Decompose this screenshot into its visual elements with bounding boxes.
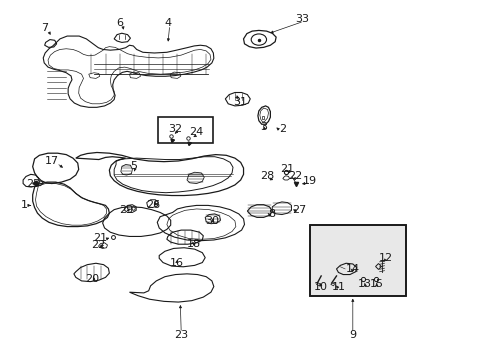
Text: 12: 12 <box>378 253 392 262</box>
Text: 3: 3 <box>260 122 266 132</box>
Text: 33: 33 <box>294 14 308 24</box>
Text: 27: 27 <box>291 205 305 215</box>
Text: 23: 23 <box>174 330 188 340</box>
Text: 15: 15 <box>369 279 383 289</box>
Text: 5: 5 <box>129 161 137 171</box>
Text: 30: 30 <box>204 216 219 226</box>
Text: 25: 25 <box>26 179 41 189</box>
Text: 14: 14 <box>345 264 359 274</box>
Text: 11: 11 <box>331 282 345 292</box>
Bar <box>309 225 405 296</box>
Text: 28: 28 <box>260 171 274 181</box>
Text: 13: 13 <box>358 279 371 289</box>
Text: 20: 20 <box>85 274 99 284</box>
Text: 31: 31 <box>232 98 246 107</box>
Text: 22: 22 <box>287 171 302 181</box>
Text: 21: 21 <box>280 165 294 174</box>
Text: 6: 6 <box>116 18 123 28</box>
Text: 8: 8 <box>267 208 274 219</box>
Text: 22: 22 <box>91 240 105 250</box>
Text: 4: 4 <box>164 18 171 28</box>
Text: 17: 17 <box>45 156 59 166</box>
Text: 16: 16 <box>169 258 183 268</box>
Text: 1: 1 <box>20 200 27 210</box>
Text: 9: 9 <box>348 330 356 340</box>
Text: 26: 26 <box>146 200 160 210</box>
Text: 7: 7 <box>41 23 48 33</box>
Text: 32: 32 <box>167 124 182 134</box>
Text: 2: 2 <box>279 124 286 134</box>
Text: 24: 24 <box>189 127 203 138</box>
Text: 18: 18 <box>186 239 201 248</box>
Bar <box>158 117 213 143</box>
Text: 29: 29 <box>119 205 133 215</box>
Bar <box>309 225 405 296</box>
Text: 21: 21 <box>93 233 106 243</box>
Text: 19: 19 <box>302 176 316 186</box>
Text: 10: 10 <box>313 282 327 292</box>
